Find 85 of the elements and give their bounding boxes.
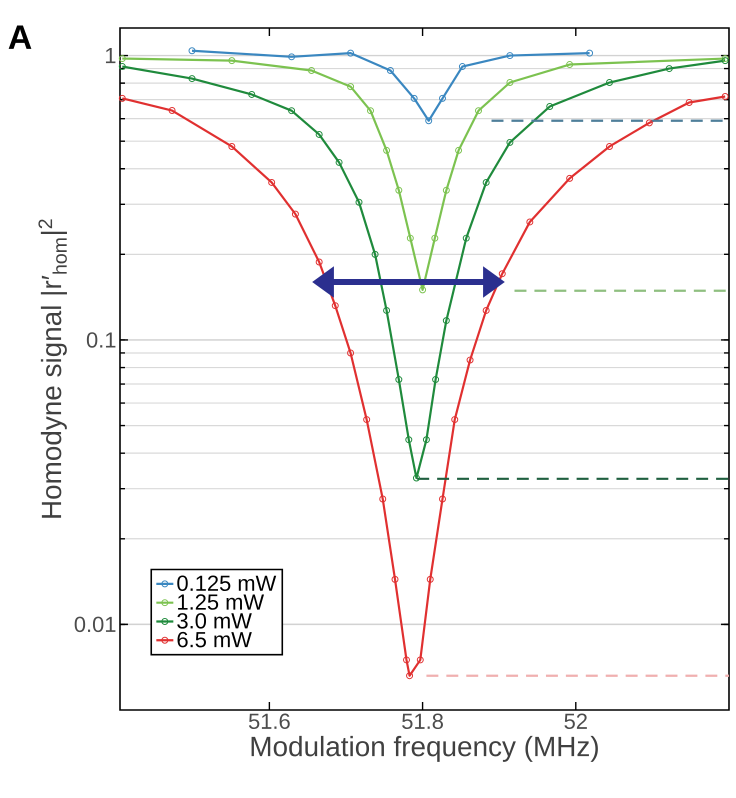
point bbox=[367, 107, 374, 114]
point bbox=[395, 186, 402, 194]
point bbox=[722, 93, 729, 100]
point bbox=[395, 376, 402, 384]
legend-label: 3.0 mW bbox=[177, 613, 252, 629]
point bbox=[316, 130, 323, 138]
point bbox=[410, 94, 418, 102]
point bbox=[462, 234, 470, 242]
point bbox=[118, 63, 126, 70]
y-tick-label: 0.1 bbox=[86, 332, 116, 348]
point bbox=[439, 94, 446, 102]
point bbox=[347, 50, 354, 57]
point bbox=[386, 67, 394, 74]
x-tick-label: 52 bbox=[564, 714, 587, 730]
point bbox=[425, 117, 432, 124]
x-axis-title: Modulation frequency (MHz) bbox=[252, 736, 598, 762]
point bbox=[498, 270, 506, 278]
point bbox=[606, 142, 613, 150]
y-tick-label: 0.01 bbox=[74, 616, 116, 632]
point bbox=[292, 210, 299, 218]
point bbox=[118, 94, 126, 102]
point bbox=[336, 158, 343, 166]
point bbox=[606, 79, 613, 86]
point bbox=[546, 103, 554, 110]
point bbox=[118, 55, 126, 62]
point bbox=[432, 376, 440, 384]
point bbox=[422, 436, 430, 444]
point bbox=[188, 47, 196, 54]
point bbox=[363, 416, 370, 424]
point bbox=[356, 198, 362, 206]
point bbox=[228, 142, 236, 150]
point bbox=[586, 50, 594, 57]
point bbox=[475, 107, 482, 114]
point bbox=[405, 436, 412, 444]
point bbox=[308, 67, 315, 74]
point bbox=[506, 52, 514, 60]
point bbox=[566, 61, 574, 68]
point bbox=[442, 186, 450, 194]
point bbox=[288, 107, 296, 114]
point bbox=[392, 576, 398, 583]
legend-label: 1.25 mW bbox=[178, 594, 264, 610]
point bbox=[332, 302, 339, 310]
point bbox=[412, 474, 420, 482]
legend-label: 0.125 mW bbox=[177, 575, 276, 592]
point bbox=[347, 83, 354, 90]
point bbox=[451, 416, 458, 424]
point bbox=[646, 119, 653, 126]
point bbox=[526, 218, 534, 226]
point bbox=[379, 496, 386, 502]
point bbox=[431, 234, 438, 242]
point bbox=[442, 317, 450, 324]
point bbox=[406, 234, 414, 242]
y-tick-label: 1 bbox=[106, 48, 116, 64]
point bbox=[168, 107, 176, 114]
point bbox=[458, 63, 466, 70]
point bbox=[506, 79, 514, 86]
point bbox=[506, 138, 514, 146]
point bbox=[188, 75, 196, 82]
y-axis-title: Homodyne signal |r′$_{hom}$|$^{2}$ bbox=[38, 219, 67, 518]
point bbox=[419, 286, 426, 294]
point bbox=[416, 656, 424, 664]
point bbox=[686, 99, 693, 106]
point bbox=[466, 356, 474, 364]
point bbox=[228, 57, 236, 64]
point bbox=[403, 656, 410, 664]
point bbox=[482, 178, 490, 186]
point bbox=[248, 90, 256, 98]
point bbox=[439, 496, 446, 502]
chart-title: A bbox=[8, 26, 32, 49]
point bbox=[426, 576, 434, 583]
point bbox=[383, 306, 390, 314]
point bbox=[372, 250, 379, 258]
point bbox=[383, 146, 390, 154]
x-tick-label: 51.6 bbox=[248, 714, 290, 730]
point bbox=[455, 146, 462, 154]
point bbox=[316, 258, 323, 266]
point bbox=[666, 65, 673, 72]
point bbox=[482, 306, 490, 314]
point bbox=[288, 53, 296, 60]
point bbox=[268, 178, 276, 186]
x-tick-label: 51.8 bbox=[402, 714, 443, 730]
point bbox=[566, 174, 574, 182]
point bbox=[347, 350, 354, 356]
point bbox=[406, 672, 414, 680]
legend-label: 6.5 mW bbox=[178, 632, 252, 648]
